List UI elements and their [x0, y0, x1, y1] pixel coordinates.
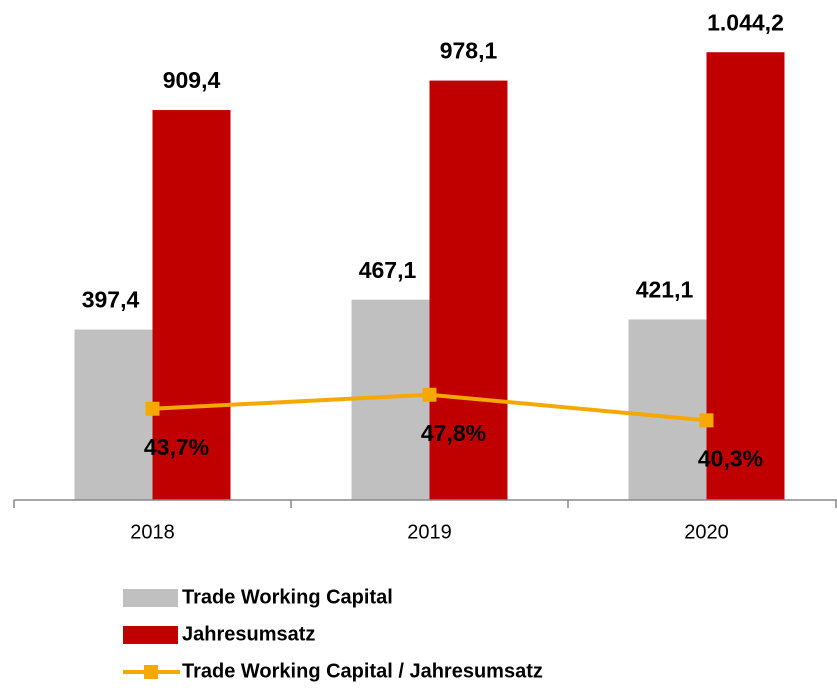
marker: [422, 387, 437, 402]
bar: [628, 319, 707, 500]
data-label: 1.044,2: [707, 9, 784, 35]
legend-marker: [144, 665, 158, 679]
legend-label: Trade Working Capital: [182, 586, 393, 608]
legend-label: Jahresumsatz: [182, 623, 315, 645]
marker: [145, 401, 160, 416]
data-label: 978,1: [440, 38, 498, 64]
data-label: 467,1: [359, 257, 417, 283]
data-label: 47,8%: [421, 420, 486, 446]
legend-swatch: [123, 589, 178, 607]
marker: [699, 413, 714, 428]
bar: [152, 110, 231, 500]
data-label: 43,7%: [144, 434, 209, 460]
legend-label: Trade Working Capital / Jahresumsatz: [182, 660, 543, 682]
bar: [74, 329, 153, 500]
data-label: 421,1: [636, 277, 694, 303]
legend-swatch: [123, 626, 178, 644]
x-tick-label: 2019: [407, 521, 452, 543]
bar: [429, 80, 508, 500]
x-tick-label: 2018: [130, 521, 175, 543]
x-tick-label: 2020: [684, 521, 729, 543]
data-label: 40,3%: [698, 445, 763, 471]
data-label: 397,4: [82, 287, 140, 313]
bar: [706, 52, 785, 500]
data-label: 909,4: [163, 67, 221, 93]
